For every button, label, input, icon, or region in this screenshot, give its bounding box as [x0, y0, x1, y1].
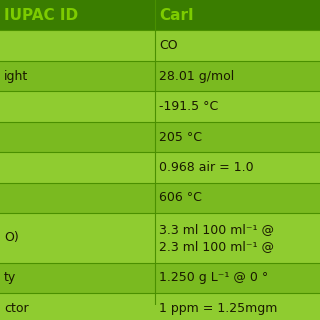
Bar [0, 122, 155, 152]
Bar [0, 183, 155, 213]
Bar [0, 30, 155, 61]
Bar [155, 213, 320, 263]
Text: -191.5 °C: -191.5 °C [159, 100, 218, 113]
Bar [155, 183, 320, 213]
Text: ctor: ctor [4, 302, 28, 315]
Bar [0, 293, 155, 320]
Text: ty: ty [4, 271, 16, 284]
Bar [155, 152, 320, 183]
Bar [155, 263, 320, 293]
Text: 205 °C: 205 °C [159, 131, 202, 144]
Bar [155, 61, 320, 92]
Bar [155, 92, 320, 122]
Text: 28.01 g/mol: 28.01 g/mol [159, 70, 234, 83]
Text: IUPAC ID: IUPAC ID [4, 8, 78, 23]
Text: O): O) [4, 231, 19, 244]
Text: 1 ppm = 1.25mgm: 1 ppm = 1.25mgm [159, 302, 277, 315]
Bar [0, 0, 155, 30]
Text: 3.3 ml 100 ml⁻¹ @
2.3 ml 100 ml⁻¹ @: 3.3 ml 100 ml⁻¹ @ 2.3 ml 100 ml⁻¹ @ [159, 223, 274, 253]
Bar [0, 61, 155, 92]
Text: 606 °C: 606 °C [159, 191, 202, 204]
Bar [155, 0, 320, 30]
Bar [0, 92, 155, 122]
Text: ight: ight [4, 70, 28, 83]
Bar [0, 213, 155, 263]
Bar [155, 122, 320, 152]
Text: 0.968 air = 1.0: 0.968 air = 1.0 [159, 161, 254, 174]
Text: CarI: CarI [159, 8, 194, 23]
Bar [0, 152, 155, 183]
Text: CO: CO [159, 39, 178, 52]
Bar [155, 293, 320, 320]
Text: 1.250 g L⁻¹ @ 0 °: 1.250 g L⁻¹ @ 0 ° [159, 271, 268, 284]
Bar [0, 263, 155, 293]
Bar [155, 30, 320, 61]
